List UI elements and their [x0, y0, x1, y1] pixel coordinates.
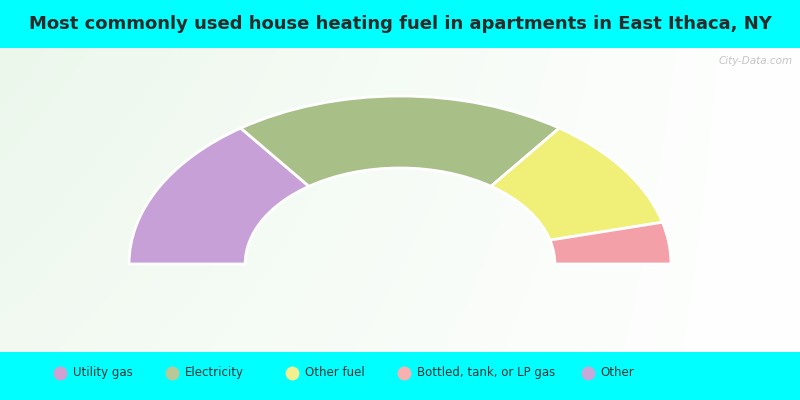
- Text: Other fuel: Other fuel: [305, 366, 365, 380]
- Text: Other: Other: [601, 366, 634, 380]
- Text: Bottled, tank, or LP gas: Bottled, tank, or LP gas: [417, 366, 555, 380]
- Text: Utility gas: Utility gas: [73, 366, 133, 380]
- Wedge shape: [241, 96, 559, 186]
- Wedge shape: [550, 222, 671, 264]
- Text: Most commonly used house heating fuel in apartments in East Ithaca, NY: Most commonly used house heating fuel in…: [29, 15, 771, 33]
- Wedge shape: [491, 128, 662, 240]
- Text: City-Data.com: City-Data.com: [718, 56, 792, 66]
- Wedge shape: [129, 128, 309, 264]
- Text: Electricity: Electricity: [185, 366, 244, 380]
